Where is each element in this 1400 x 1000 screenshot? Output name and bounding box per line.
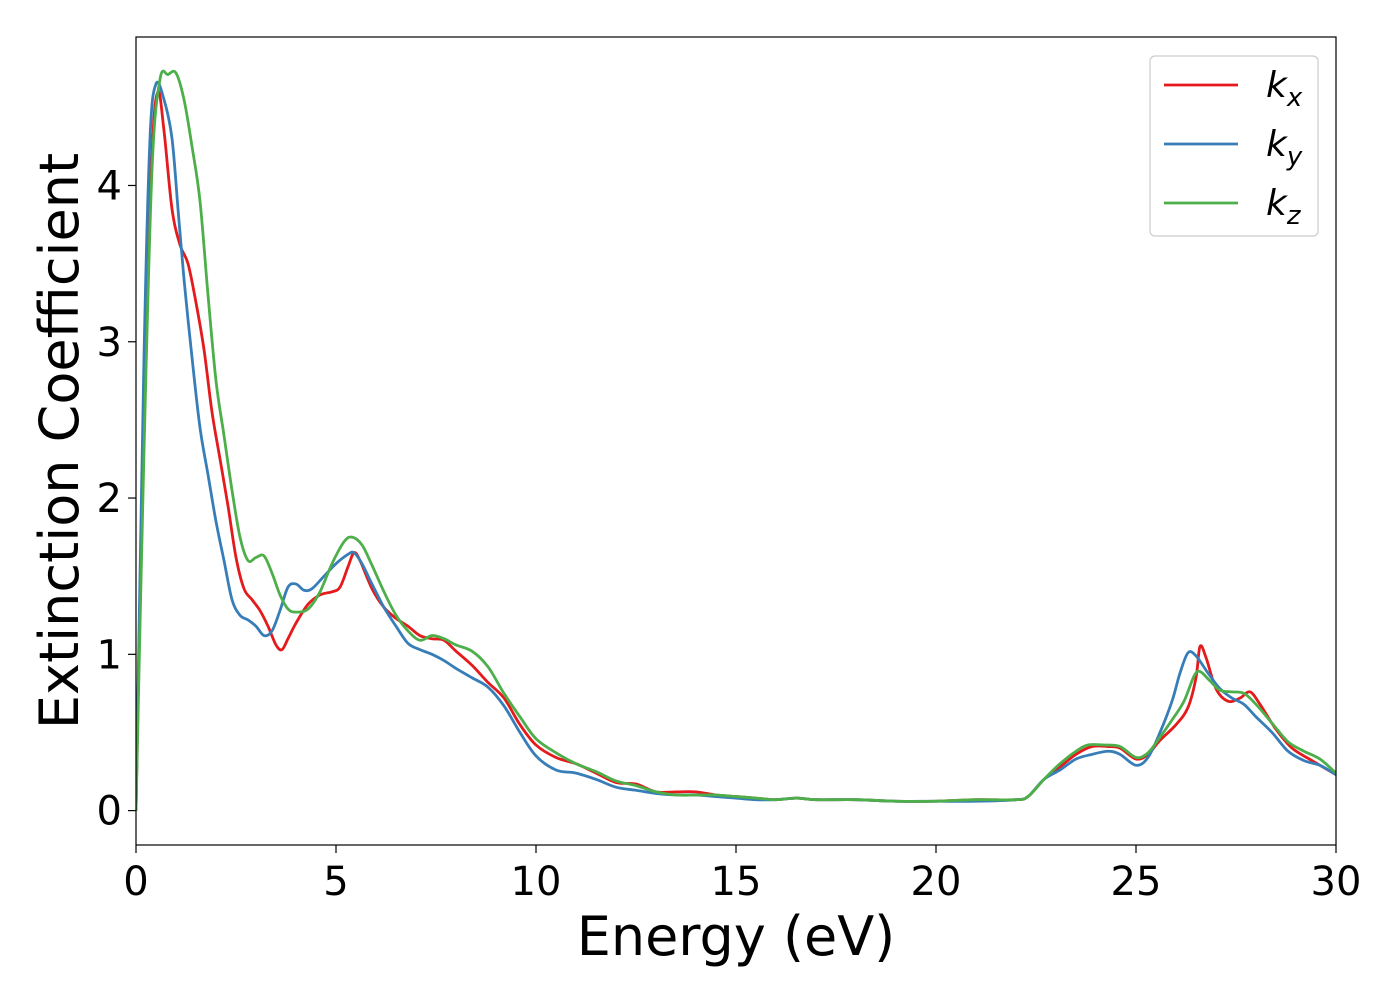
x-tick-label: 25 [1111, 859, 1162, 905]
y-tick-label: 0 [97, 789, 122, 835]
x-tick-label: 15 [711, 859, 762, 905]
x-tick-label: 20 [911, 859, 962, 905]
x-axis-title: Energy (eV) [577, 905, 896, 968]
y-tick-label: 4 [97, 163, 122, 209]
x-tick-label: 0 [123, 859, 148, 905]
y-tick-label: 1 [97, 632, 122, 678]
x-tick-label: 5 [323, 859, 348, 905]
legend-label-y: ky [1266, 124, 1303, 172]
x-axis: 0 5 10 15 20 25 30 [123, 845, 1361, 905]
y-tick-label: 2 [97, 476, 122, 522]
legend: kx ky kz [1149, 55, 1319, 237]
x-tick-label: 10 [511, 859, 562, 905]
y-tick-label: 3 [97, 320, 122, 366]
legend-label-x: kx [1266, 65, 1303, 113]
x-tick-label: 30 [1311, 859, 1362, 905]
legend-label-z: kz [1266, 183, 1302, 231]
y-axis: 0 1 2 3 4 [97, 163, 136, 835]
series-line-z [136, 69, 1336, 811]
series-layer [136, 69, 1336, 811]
y-axis-title: Extinction Coefficient [28, 153, 91, 729]
legend-box [1149, 55, 1319, 237]
